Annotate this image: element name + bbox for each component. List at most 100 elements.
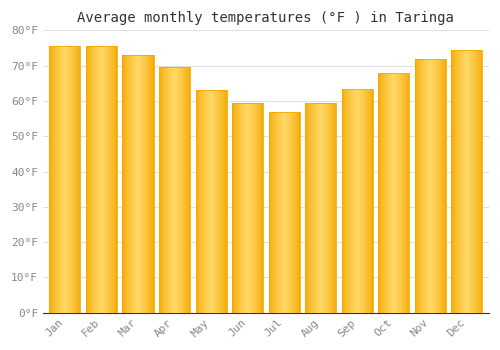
Bar	[452, 50, 453, 313]
Bar	[326, 103, 327, 313]
Bar	[319, 103, 320, 313]
Bar	[344, 89, 345, 313]
Bar	[130, 55, 131, 313]
Bar	[464, 50, 466, 313]
Bar	[78, 46, 79, 313]
Bar	[468, 50, 469, 313]
Bar	[148, 55, 149, 313]
Bar	[111, 46, 112, 313]
Bar	[108, 46, 109, 313]
Bar	[144, 55, 145, 313]
Bar	[318, 103, 319, 313]
Bar	[391, 73, 392, 313]
Bar	[477, 50, 478, 313]
Bar	[274, 112, 275, 313]
Bar	[291, 112, 292, 313]
Bar	[237, 103, 238, 313]
Bar	[61, 46, 62, 313]
Bar	[244, 103, 246, 313]
Bar	[406, 73, 407, 313]
Bar	[220, 90, 221, 313]
Bar	[112, 46, 113, 313]
Bar	[248, 103, 249, 313]
Bar	[459, 50, 460, 313]
Bar	[127, 55, 128, 313]
Bar	[384, 73, 386, 313]
Bar	[403, 73, 404, 313]
Bar	[72, 46, 74, 313]
Bar	[246, 103, 247, 313]
Bar	[462, 50, 463, 313]
Bar	[68, 46, 69, 313]
Bar	[330, 103, 331, 313]
Bar	[355, 89, 356, 313]
Bar	[288, 112, 289, 313]
Bar	[179, 68, 180, 313]
Bar	[445, 59, 446, 313]
Bar	[233, 103, 234, 313]
Bar	[432, 59, 434, 313]
Bar	[198, 90, 200, 313]
Bar	[216, 90, 218, 313]
Bar	[271, 112, 272, 313]
Bar	[260, 103, 261, 313]
Bar	[422, 59, 424, 313]
Bar	[243, 103, 244, 313]
Bar	[146, 55, 148, 313]
Bar	[56, 46, 57, 313]
Bar	[365, 89, 366, 313]
Bar	[236, 103, 237, 313]
Bar	[249, 103, 250, 313]
Bar	[280, 112, 281, 313]
Bar	[176, 68, 177, 313]
Bar	[124, 55, 125, 313]
Bar	[321, 103, 322, 313]
Bar	[443, 59, 444, 313]
Bar	[356, 89, 358, 313]
Bar	[268, 112, 300, 313]
Bar	[463, 50, 464, 313]
Bar	[472, 50, 473, 313]
Bar	[278, 112, 279, 313]
Bar	[204, 90, 205, 313]
Bar	[328, 103, 330, 313]
Bar	[362, 89, 364, 313]
Bar	[95, 46, 96, 313]
Bar	[181, 68, 182, 313]
Bar	[359, 89, 360, 313]
Bar	[474, 50, 476, 313]
Bar	[197, 90, 198, 313]
Bar	[79, 46, 80, 313]
Bar	[135, 55, 136, 313]
Bar	[122, 55, 154, 313]
Bar	[421, 59, 422, 313]
Bar	[238, 103, 239, 313]
Bar	[309, 103, 310, 313]
Bar	[289, 112, 290, 313]
Bar	[425, 59, 426, 313]
Bar	[145, 55, 146, 313]
Bar	[232, 103, 233, 313]
Bar	[209, 90, 210, 313]
Bar	[299, 112, 300, 313]
Bar	[142, 55, 144, 313]
Bar	[89, 46, 90, 313]
Bar	[116, 46, 117, 313]
Bar	[70, 46, 71, 313]
Bar	[296, 112, 298, 313]
Bar	[168, 68, 169, 313]
Bar	[152, 55, 153, 313]
Bar	[292, 112, 294, 313]
Bar	[215, 90, 216, 313]
Bar	[200, 90, 201, 313]
Bar	[370, 89, 372, 313]
Bar	[402, 73, 403, 313]
Bar	[173, 68, 174, 313]
Bar	[159, 68, 160, 313]
Bar	[305, 103, 306, 313]
Bar	[345, 89, 346, 313]
Bar	[417, 59, 418, 313]
Bar	[69, 46, 70, 313]
Bar	[132, 55, 134, 313]
Bar	[125, 55, 126, 313]
